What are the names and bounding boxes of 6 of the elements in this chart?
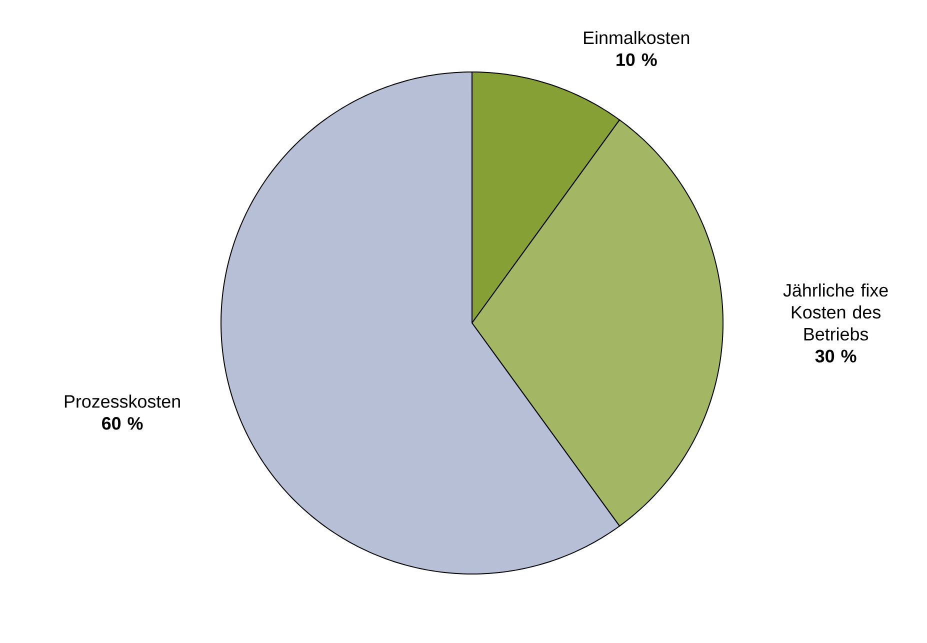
data-label: 10 % [616,53,657,66]
slice-label: Einmalkosten [584,30,690,44]
data-label: 30 % [815,350,856,362]
slice-label: Jährliche fixe Kosten des Betriebs [783,284,888,341]
data-label: 60 % [102,417,143,430]
slice-label: Prozesskosten [64,394,180,408]
